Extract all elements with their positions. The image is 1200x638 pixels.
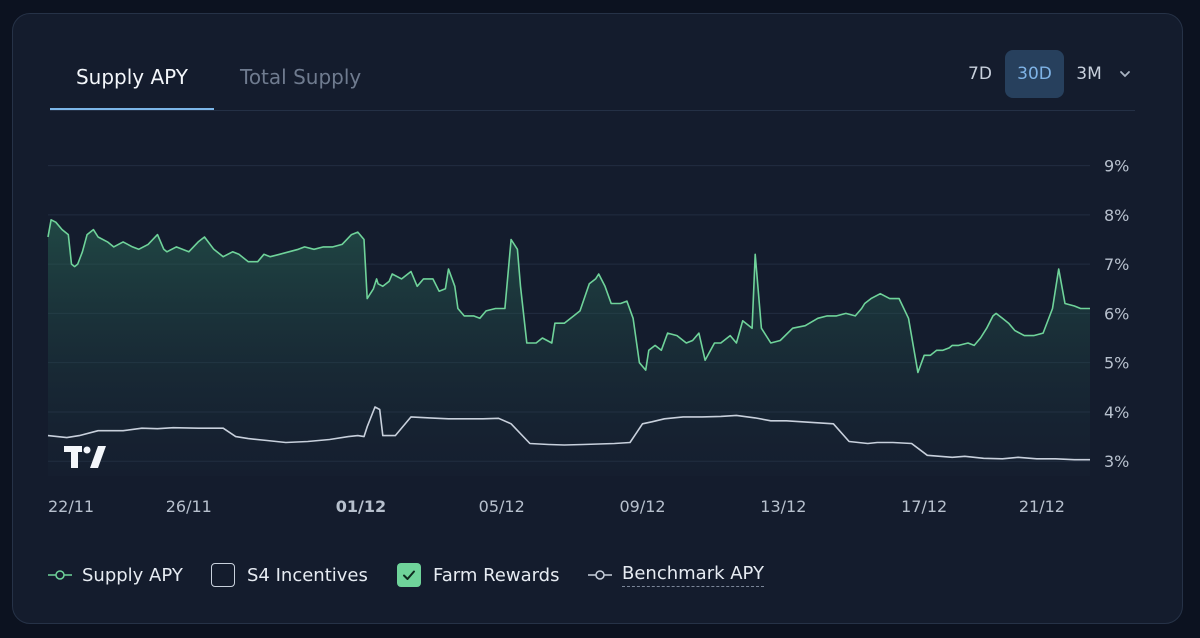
legend-s4-incentives[interactable]: S4 Incentives: [211, 555, 368, 595]
tab-divider: [50, 110, 1135, 111]
legend-label: Benchmark APY: [622, 563, 765, 587]
legend-supply-apy[interactable]: Supply APY: [48, 555, 183, 595]
range-3m[interactable]: 3M: [1076, 64, 1102, 84]
legend-label: Supply APY: [82, 564, 183, 586]
tradingview-logo: [64, 446, 106, 468]
supply-apy-area: [48, 219, 1090, 477]
y-tick-label: 5%: [1104, 354, 1129, 373]
y-axis: 9% 8% 7% 6% 5% 4% 3%: [1104, 157, 1129, 472]
x-tick-label: 01/12: [336, 497, 386, 516]
x-tick-label: 05/12: [479, 497, 525, 516]
x-tick-label: 09/12: [619, 497, 665, 516]
chart-series: [47, 219, 1090, 477]
supply-line-marker-icon: [48, 570, 72, 580]
supply-apy-line: [47, 219, 1090, 374]
y-tick-label: 9%: [1104, 157, 1129, 176]
x-tick-label: 26/11: [166, 497, 212, 516]
unchecked-checkbox-icon[interactable]: [211, 563, 235, 587]
x-tick-label: 13/12: [760, 497, 806, 516]
tab-total-supply[interactable]: Total Supply: [240, 65, 362, 89]
x-tick-label: 17/12: [901, 497, 947, 516]
checked-checkbox-icon[interactable]: [397, 563, 421, 587]
x-tick-label: 22/11: [48, 497, 94, 516]
legend-label: S4 Incentives: [247, 564, 368, 586]
y-tick-label: 7%: [1104, 255, 1129, 274]
legend-label: Farm Rewards: [433, 564, 560, 586]
tab-supply-apy[interactable]: Supply APY: [50, 50, 214, 111]
y-tick-label: 4%: [1104, 403, 1129, 422]
y-tick-label: 8%: [1104, 206, 1129, 225]
legend-benchmark-apy[interactable]: Benchmark APY: [588, 555, 765, 595]
x-axis: 22/11 26/11 01/12 05/12 09/12 13/12 17/12 21/12: [48, 497, 1065, 516]
chevron-down-icon[interactable]: [1119, 50, 1131, 98]
benchmark-line-marker-icon: [588, 570, 612, 580]
x-tick-label: 21/12: [1019, 497, 1065, 516]
range-30d[interactable]: 30D: [1005, 50, 1064, 98]
y-tick-label: 3%: [1104, 452, 1129, 471]
legend-farm-rewards[interactable]: Farm Rewards: [397, 555, 559, 595]
benchmark-apy-line: [47, 406, 1090, 461]
y-tick-label: 6%: [1104, 304, 1129, 323]
range-7d[interactable]: 7D: [968, 64, 992, 84]
